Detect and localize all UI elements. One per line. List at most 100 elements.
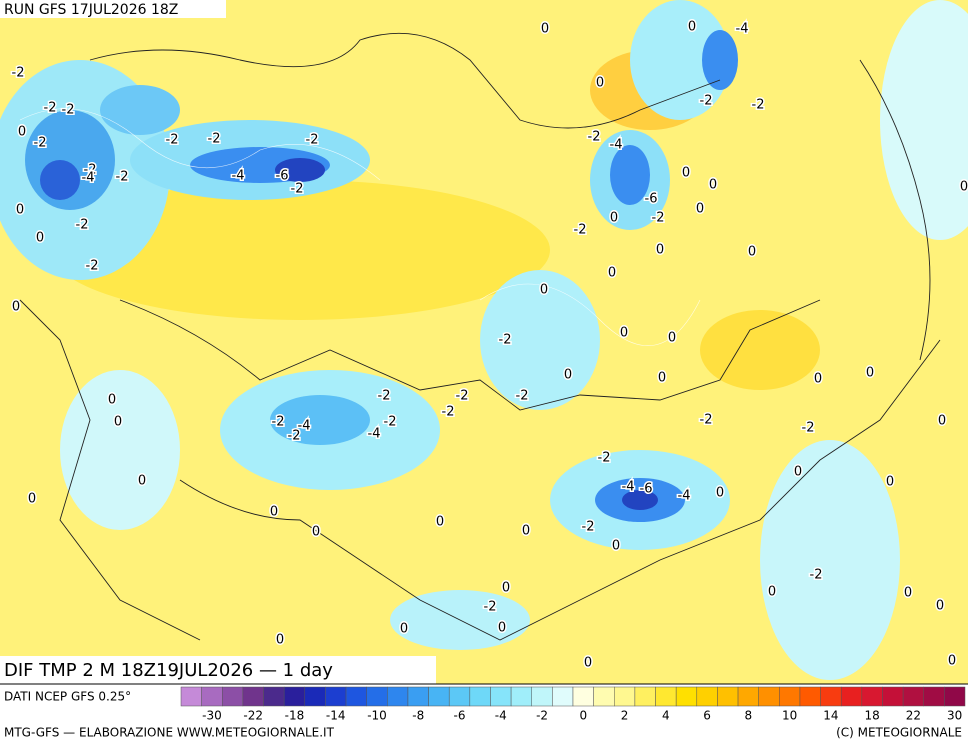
contour-label: 0 — [716, 486, 724, 501]
footer-right: (C) METEOGIORNALE — [836, 726, 962, 740]
color-swatch — [407, 686, 429, 707]
color-bar-tick-label: -14 — [326, 709, 346, 723]
color-bar-tick-label: 18 — [865, 709, 880, 723]
contour-label: 0 — [16, 203, 24, 218]
contour-label: -2 — [582, 520, 595, 535]
data-source: DATI NCEP GFS 0.25° — [4, 690, 131, 704]
contour-label: -2 — [384, 415, 397, 430]
color-swatch — [840, 686, 863, 707]
color-bar-tick-label: -22 — [243, 709, 263, 723]
color-swatch — [779, 686, 801, 707]
color-bar-tick-label: 0 — [579, 709, 587, 723]
contour-label: -2 — [272, 415, 285, 430]
contour-label: 0 — [400, 622, 408, 637]
color-swatch — [325, 686, 347, 707]
map-title: DIF TMP 2 M 18Z19JUL2026 — 1 day — [4, 660, 333, 681]
contour-label: -2 — [62, 103, 75, 118]
contour-label: -2 — [208, 132, 221, 147]
contour-label: -4 — [368, 427, 381, 442]
contour-label: 0 — [656, 243, 664, 258]
contour-label: -2 — [44, 101, 57, 116]
color-swatch — [758, 686, 780, 707]
contour-label: -2 — [116, 170, 129, 185]
contour-label: 0 — [768, 585, 776, 600]
contour-label: 0 — [270, 505, 278, 520]
contour-label: 0 — [938, 414, 946, 429]
contour-label: 0 — [709, 178, 717, 193]
color-swatch — [428, 686, 450, 707]
contour-label: -2 — [588, 130, 601, 145]
contour-label: -2 — [700, 94, 713, 109]
contour-label: -2 — [34, 136, 47, 151]
contour-label: 0 — [312, 525, 320, 540]
contour-label: 0 — [540, 283, 548, 298]
color-swatch — [634, 686, 656, 707]
contour-label: 0 — [138, 474, 146, 489]
color-bar-tick-label: 8 — [745, 709, 753, 723]
contour-label: 0 — [696, 202, 704, 217]
contour-label: -2 — [86, 259, 99, 274]
color-swatch — [304, 686, 326, 707]
color-swatch — [552, 686, 574, 707]
contour-label: -2 — [76, 218, 89, 233]
map-field — [0, 0, 968, 684]
color-swatch — [510, 686, 532, 707]
contour-label: -2 — [166, 133, 179, 148]
contour-label: -2 — [84, 163, 97, 178]
contour-label: -2 — [516, 389, 529, 404]
contour-label: -6 — [645, 192, 658, 207]
contour-label: 0 — [596, 76, 604, 91]
contour-label: 0 — [564, 368, 572, 383]
color-swatch — [882, 686, 904, 707]
contour-label: 0 — [620, 326, 628, 341]
contour-label: 0 — [936, 599, 944, 614]
color-swatch — [531, 686, 553, 707]
contour-label: -2 — [378, 389, 391, 404]
contour-label: 0 — [114, 415, 122, 430]
color-swatch — [861, 686, 883, 707]
contour-label: 0 — [658, 371, 666, 386]
color-swatch — [283, 686, 306, 707]
contour-label: 0 — [886, 475, 894, 490]
color-swatch — [180, 686, 202, 707]
contour-label: -2 — [574, 223, 587, 238]
contour-label: 0 — [960, 180, 968, 195]
color-swatch — [469, 686, 491, 707]
color-bar-tick-label: -2 — [536, 709, 548, 723]
contour-label: -6 — [276, 169, 289, 184]
contour-label: -2 — [442, 405, 455, 420]
color-swatch — [490, 686, 512, 707]
color-bar-tick-label: 10 — [782, 709, 797, 723]
color-swatch — [696, 686, 718, 707]
color-swatch — [717, 686, 739, 707]
contour-label: -2 — [499, 333, 512, 348]
contour-label: 0 — [522, 524, 530, 539]
color-bar-tick-label: -30 — [202, 709, 222, 723]
contour-label: -2 — [288, 429, 301, 444]
color-bar-tick-label: 2 — [621, 709, 629, 723]
contour-label: -4 — [82, 171, 95, 186]
color-bar-tick-label: 14 — [823, 709, 838, 723]
color-bar-tick-label: -4 — [495, 709, 507, 723]
color-swatch — [923, 686, 945, 707]
contour-label: 0 — [668, 331, 676, 346]
header-box — [0, 0, 226, 18]
color-swatch — [387, 686, 409, 707]
contour-label: 0 — [866, 366, 874, 381]
contour-label: -2 — [598, 451, 611, 466]
contour-label: 0 — [541, 22, 549, 37]
contour-label: 0 — [28, 492, 36, 507]
color-swatch — [201, 686, 223, 707]
contour-label: 0 — [688, 20, 696, 35]
color-swatch — [737, 686, 759, 707]
contour-label: -2 — [802, 421, 815, 436]
color-swatch — [675, 686, 698, 707]
contour-label: -2 — [291, 182, 304, 197]
color-bar-tick-label: -18 — [285, 709, 305, 723]
contour-label: -4 — [298, 419, 311, 434]
color-swatch — [799, 686, 821, 707]
contour-label: 0 — [12, 300, 20, 315]
contour-label: -4 — [622, 480, 635, 495]
color-swatch — [448, 686, 471, 707]
